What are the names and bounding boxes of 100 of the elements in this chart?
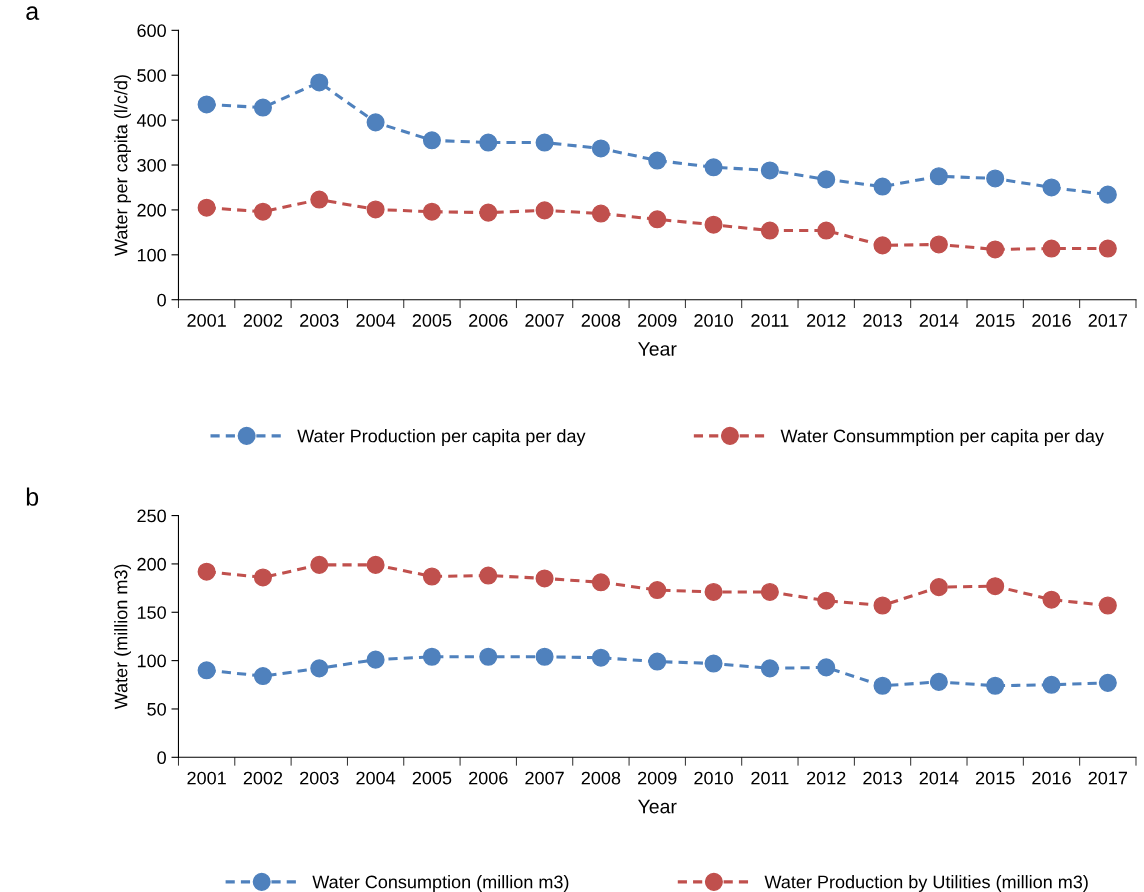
y-tick-label: 200 [137,557,166,571]
y-tick-label: 600 [137,24,166,38]
point [479,647,498,666]
point [422,131,441,150]
point [535,569,554,588]
x-tick-label: 2009 [638,771,677,785]
x-tick-label: 2005 [412,314,452,327]
point [1042,239,1061,258]
x-tick-label: 2012 [807,314,846,327]
point [1098,185,1117,204]
x-tick-label: 2009 [638,314,677,327]
x-tick-label: 2015 [976,771,1015,785]
y-tick-label: 200 [137,203,166,217]
y-tick-label: 100 [137,654,166,668]
point [479,133,498,152]
point [422,202,441,221]
point [366,113,385,132]
x-tick-label: 2011 [751,314,789,327]
y-tick-label: 100 [137,248,166,262]
x-tick-label: 2004 [356,314,396,327]
y-tick-label: 250 [137,509,166,523]
point [929,235,948,254]
point [704,654,723,673]
point [986,169,1005,188]
x-tick-label: 2006 [469,314,508,327]
x-tick-label: 2001 [187,771,226,785]
y-tick-label: 0 [157,751,166,765]
point [929,672,948,691]
x-tick-label: 2010 [694,314,733,327]
x-tick-label: 2013 [863,771,902,785]
y-tick-label: 500 [137,69,166,82]
x-axis-title: Year [638,799,677,814]
x-tick-label: 2012 [807,771,846,785]
point [873,177,892,196]
point [253,98,272,117]
point [929,578,948,597]
point [1098,239,1117,258]
point [1042,178,1061,197]
point [253,202,272,221]
point [197,198,216,217]
point [760,582,779,601]
point [986,577,1005,596]
point [817,221,836,240]
point [648,581,667,600]
x-tick-label: 2007 [525,314,564,327]
point [535,647,554,666]
point [873,236,892,255]
x-tick-label: 2001 [187,314,226,327]
point [817,170,836,189]
x-tick-label: 2002 [243,771,283,785]
point [817,658,836,677]
x-tick-label: 2017 [1088,771,1128,785]
point [366,650,385,669]
x-tick-label: 2002 [243,314,283,327]
y-tick-label: 50 [147,702,166,716]
point [422,647,441,666]
x-tick-label: 2016 [1032,771,1071,785]
point [760,221,779,240]
x-axis-title: Year [638,342,677,356]
point [760,161,779,180]
y-tick-label: 150 [137,606,166,619]
point [648,210,667,229]
point [1042,590,1061,609]
x-tick-label: 2015 [976,314,1015,327]
point [310,659,329,678]
point [366,200,385,219]
point [986,676,1005,695]
y-axis-title: Water (million m3) [114,564,131,710]
legend-label: Water Consumption (million m3) [312,875,569,892]
point [1042,675,1061,694]
point [197,562,216,581]
x-tick-label: 2005 [412,771,452,785]
x-tick-label: 2014 [919,314,959,327]
point [817,591,836,610]
text: a [26,6,40,20]
legend-label: Water Consummption per capita per day [780,429,1104,446]
point [310,73,329,92]
point [366,555,385,574]
point [648,652,667,671]
point [591,648,610,667]
point [310,555,329,574]
point [591,573,610,592]
x-tick-label: 2008 [581,771,621,785]
point [873,596,892,615]
point [591,204,610,223]
point [986,240,1005,259]
point [1098,596,1117,615]
x-tick-label: 2004 [356,771,396,785]
point [197,95,216,114]
x-tick-label: 2010 [694,771,733,785]
point [479,566,498,585]
x-tick-label: 2006 [469,771,508,785]
y-axis-title: Water per capita (l/c/d) [114,75,131,256]
point [760,659,779,678]
x-tick-label: 2016 [1032,314,1071,327]
point [422,567,441,586]
x-tick-label: 2017 [1088,314,1128,327]
point [704,582,723,601]
y-tick-label: 0 [157,293,166,307]
y-tick-label: 300 [137,158,166,172]
